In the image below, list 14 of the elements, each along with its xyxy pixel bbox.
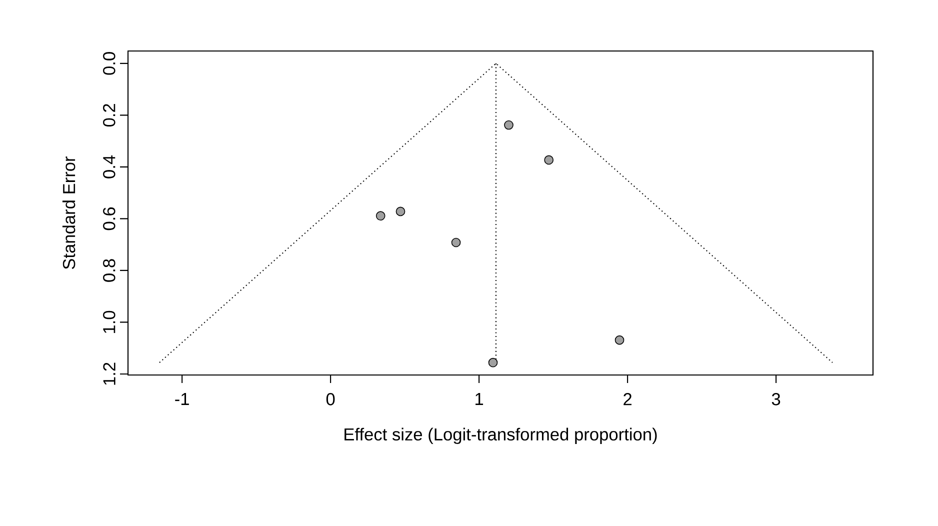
x-axis-title: Effect size (Logit-transformed proportion) [344, 428, 657, 444]
x-tick-label: 1 [476, 393, 484, 405]
x-tick-label: 0 [326, 393, 335, 406]
x-tick-label: 3 [772, 393, 780, 406]
x-tick-label: 2 [624, 393, 632, 406]
x-tick-label: -1 [175, 393, 189, 405]
y-tick-label: 0.0 [103, 52, 116, 75]
y-tick-label: 0.2 [103, 104, 116, 127]
y-tick-label: 0.4 [103, 155, 116, 178]
y-tick-label: 1.0 [103, 310, 116, 333]
y-axis-title: Standard Error [62, 156, 76, 270]
y-tick-label: 0.6 [103, 207, 116, 230]
y-tick-label: 0.8 [103, 259, 116, 282]
y-tick-label: 1.2 [103, 362, 116, 385]
